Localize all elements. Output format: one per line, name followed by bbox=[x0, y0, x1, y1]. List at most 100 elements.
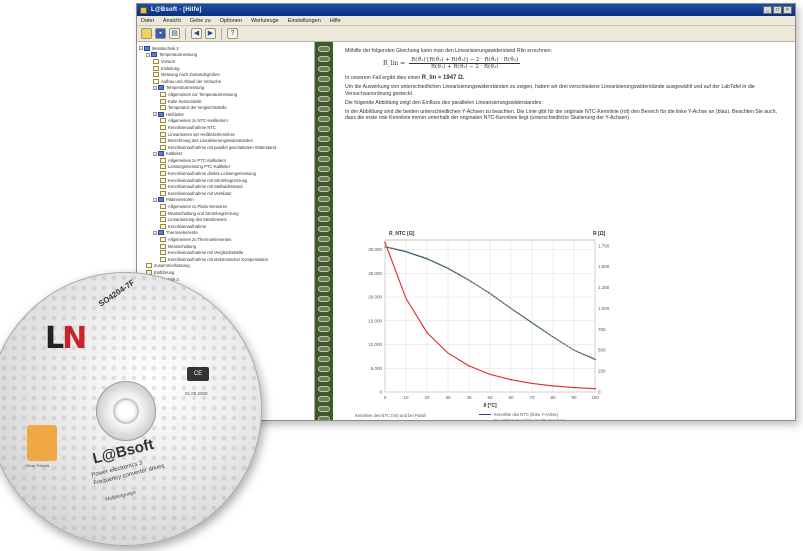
maximize-button[interactable]: □ bbox=[773, 6, 782, 14]
tree-item-label: Aufbau und Ablauf der Versuche bbox=[161, 78, 222, 84]
tree-item[interactable]: − Kaltleiter bbox=[139, 151, 312, 158]
tree-item-label: Messschaltung bbox=[168, 243, 196, 249]
title-bar: L@Bsoft - [Hilfe] _ □ × bbox=[137, 4, 795, 16]
data-point bbox=[594, 387, 596, 390]
tree-item[interactable]: Kennlinienaufnahme mit Ventilator bbox=[139, 190, 312, 197]
tree-item[interactable]: Berechnung des Linearisierungswiderstand… bbox=[139, 137, 312, 144]
page-icon bbox=[160, 184, 166, 190]
page-icon bbox=[160, 164, 166, 170]
expand-toggle-icon[interactable]: − bbox=[153, 151, 157, 156]
expand-toggle-icon[interactable]: − bbox=[146, 52, 150, 57]
tree-item[interactable]: Einführung bbox=[139, 269, 312, 276]
toolbar-separator bbox=[185, 27, 186, 40]
tree-item[interactable]: Allgemeines zu PTC-Kaltleitern bbox=[139, 157, 312, 164]
y-left-tick-label: 25.000 bbox=[368, 271, 382, 276]
data-point bbox=[510, 308, 512, 310]
x-tick-label: 10 bbox=[403, 395, 409, 400]
paragraph-resistors: Um die Auswirkung von unterschiedlichen … bbox=[345, 84, 755, 97]
binding-ring-icon bbox=[318, 126, 330, 132]
tree-item-label: Berechnung des Linearisierungswiderstand… bbox=[168, 138, 253, 144]
tree-item[interactable]: Zusammenfassung bbox=[139, 263, 312, 270]
page-icon bbox=[160, 190, 166, 196]
page-icon bbox=[160, 157, 166, 163]
expand-toggle-icon[interactable]: − bbox=[139, 46, 143, 51]
series-line-0 bbox=[384, 242, 596, 390]
binding-ring-icon bbox=[318, 306, 330, 312]
tree-item[interactable]: Kalte Sensorstelle bbox=[139, 98, 312, 105]
binding-ring-icon bbox=[318, 346, 330, 352]
paragraph-figure-intro: Die folgende Abbildung zeigt den Einflus… bbox=[345, 99, 543, 106]
tree-item[interactable]: Kennlinienaufnahme bbox=[139, 223, 312, 230]
page-icon bbox=[160, 138, 166, 144]
book-icon bbox=[158, 111, 164, 117]
tree-item[interactable]: − Platinsensoren bbox=[139, 197, 312, 204]
y-right-tick-label: 500 bbox=[598, 348, 606, 353]
data-point bbox=[426, 257, 428, 259]
tree-item[interactable]: Linearisieren der Heißleiterkennlinie bbox=[139, 131, 312, 138]
tree-item[interactable]: Kennlinienaufnahme mit elektronischer Ko… bbox=[139, 256, 312, 263]
tree-item-label: Kalte Sensorstelle bbox=[168, 98, 202, 104]
y-right-tick-label: 1.500 bbox=[598, 264, 610, 269]
menu-options[interactable]: Optionen bbox=[219, 17, 243, 24]
tree-item[interactable]: Kennlinienaufnahme mit Vergleichsstelle bbox=[139, 249, 312, 256]
binding-ring-icon bbox=[318, 386, 330, 392]
binding-ring-icon bbox=[318, 246, 330, 252]
data-point bbox=[468, 278, 470, 281]
tree-item[interactable]: Allgemeines zu Thermoelementen bbox=[139, 236, 312, 243]
tree-item[interactable]: Vorwort bbox=[139, 58, 312, 65]
tree-item[interactable]: − Messtechnik 2 bbox=[139, 45, 312, 52]
menu-view[interactable]: Ansicht bbox=[162, 17, 181, 24]
tree-item[interactable]: Allgemeines zu NTC-Heißleitern bbox=[139, 118, 312, 125]
menu-settings[interactable]: Einstellungen bbox=[287, 17, 321, 24]
tree-item[interactable]: − Thermoelemente bbox=[139, 230, 312, 237]
tree-item[interactable]: Messung nach Zustandsgrößen bbox=[139, 71, 312, 78]
tree-item[interactable]: Messschaltung bbox=[139, 243, 312, 250]
expand-toggle-icon[interactable]: − bbox=[153, 85, 157, 90]
tree-item[interactable]: Temperatur der Vergleichsstelle bbox=[139, 104, 312, 111]
tree-item-label: Allgemeines zu Thermoelementen bbox=[168, 237, 232, 243]
tree-item[interactable]: Kennlinienaufnahme mit Stellwiderstand bbox=[139, 183, 312, 190]
tree-item[interactable]: Kennlinienaufnahme mit parallel geschalt… bbox=[139, 144, 312, 151]
back-arrow-icon[interactable]: ◀ bbox=[191, 28, 202, 39]
tree-item[interactable]: Messschaltung und Strombegrenzung bbox=[139, 210, 312, 217]
menu-goto[interactable]: Gehe zu bbox=[189, 17, 211, 24]
tree-item[interactable]: Allgemeines zur Temperaturmessung bbox=[139, 91, 312, 98]
open-folder-icon[interactable] bbox=[141, 28, 152, 39]
minimize-button[interactable]: _ bbox=[763, 6, 772, 14]
ntc-chart: 0 10 20 30 40 50 60 70 80 90 10005.00010.00015.000… bbox=[355, 231, 610, 420]
expand-toggle-icon[interactable]: − bbox=[153, 197, 157, 202]
tree-item[interactable]: Kennlinienaufnahme direkte Leistungsmess… bbox=[139, 170, 312, 177]
close-button[interactable]: × bbox=[783, 6, 792, 14]
binding-ring-icon bbox=[318, 316, 330, 322]
binding-ring-icon bbox=[318, 296, 330, 302]
tree-item-label: Allgemeines zu PTC-Kaltleitern bbox=[168, 157, 226, 163]
x-tick-label: 70 bbox=[529, 395, 535, 400]
expand-toggle-icon[interactable]: − bbox=[153, 112, 157, 117]
forward-arrow-icon[interactable]: ▶ bbox=[205, 28, 216, 39]
menu-bar: Datei Ansicht Gehe zu Optionen Werkzeuge… bbox=[137, 16, 795, 26]
tree-item[interactable]: Einleitung bbox=[139, 65, 312, 72]
x-tick-label: 40 bbox=[466, 395, 472, 400]
tree-item-label: Platinsensoren bbox=[166, 197, 194, 203]
binding-ring-icon bbox=[318, 66, 330, 72]
tree-item[interactable]: − Temperaturmessung bbox=[139, 52, 312, 59]
menu-help[interactable]: Hilfe bbox=[329, 17, 341, 24]
tree-item[interactable]: Kennlinienaufnahme mit Strombegrenzung bbox=[139, 177, 312, 184]
help-icon[interactable]: ? bbox=[227, 28, 238, 39]
tree-item[interactable]: Leistungsmessung PTC-Kaltleiter bbox=[139, 164, 312, 171]
tree-item[interactable]: − Temperaturmessung bbox=[139, 85, 312, 92]
tree-item-label: Messtechnik 2 bbox=[152, 45, 179, 51]
page-icon bbox=[160, 171, 166, 177]
y-left-tick-label: 0 bbox=[379, 390, 382, 395]
menu-tools[interactable]: Werkzeuge bbox=[251, 17, 279, 24]
save-icon[interactable]: ▪ bbox=[155, 28, 166, 39]
tree-item[interactable]: Kennlinienaufnahme NTC bbox=[139, 124, 312, 131]
tree-item[interactable]: Linearisierung des Messkreises bbox=[139, 216, 312, 223]
print-icon[interactable]: ▤ bbox=[169, 28, 180, 39]
tree-item[interactable]: Allgemeines zu Platin-Sensoren bbox=[139, 203, 312, 210]
expand-toggle-icon[interactable]: − bbox=[153, 230, 157, 235]
tree-item[interactable]: Aufbau und Ablauf der Versuche bbox=[139, 78, 312, 85]
tree-item[interactable]: − Heißleiter bbox=[139, 111, 312, 118]
menu-file[interactable]: Datei bbox=[141, 17, 154, 24]
tree-item-label: Linearisierung des Messkreises bbox=[168, 217, 227, 223]
